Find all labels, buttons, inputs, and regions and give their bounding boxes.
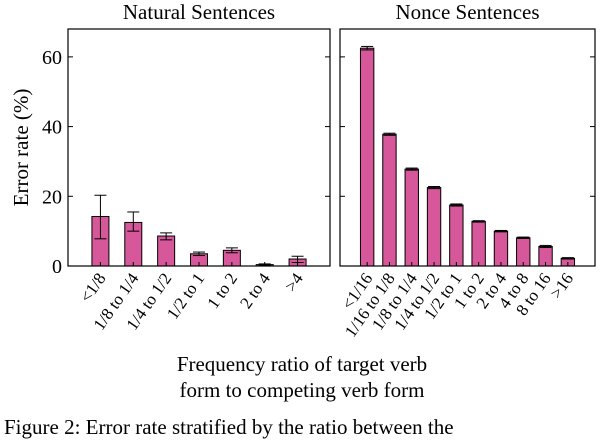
bar <box>493 230 509 267</box>
bar <box>471 220 486 267</box>
bar <box>449 204 464 267</box>
y-tick-label: 20 <box>42 186 62 208</box>
y-tick-label: 60 <box>42 47 62 69</box>
chart-panel-2: Nonce Sentences<1/161/16 to 1/81/8 to 1/… <box>338 0 596 341</box>
x-tick-label: 1 to 2 <box>203 269 241 312</box>
bar <box>157 235 176 267</box>
plot-frame <box>339 28 596 267</box>
y-axis-label: Error rate (%) <box>9 89 33 207</box>
y-tick-label: 0 <box>52 256 62 278</box>
x-axis-label-line2: form to competing verb form <box>179 378 425 402</box>
bar <box>359 47 375 267</box>
bar <box>426 187 442 267</box>
chart-title: Natural Sentences <box>123 0 275 24</box>
bar <box>382 133 397 267</box>
figure-caption: Figure 2: Error rate stratified by the r… <box>4 415 454 439</box>
chart-title: Nonce Sentences <box>395 0 539 24</box>
bar <box>404 168 419 267</box>
x-tick-label: >16 <box>546 269 577 302</box>
x-tick-label: 2 to 4 <box>236 269 274 312</box>
plot-frame <box>67 28 331 267</box>
y-tick-label: 40 <box>42 117 62 139</box>
x-axis-label-line1: Frequency ratio of target verb <box>176 352 428 376</box>
bar <box>516 237 531 267</box>
x-tick-label: >4 <box>281 269 307 295</box>
